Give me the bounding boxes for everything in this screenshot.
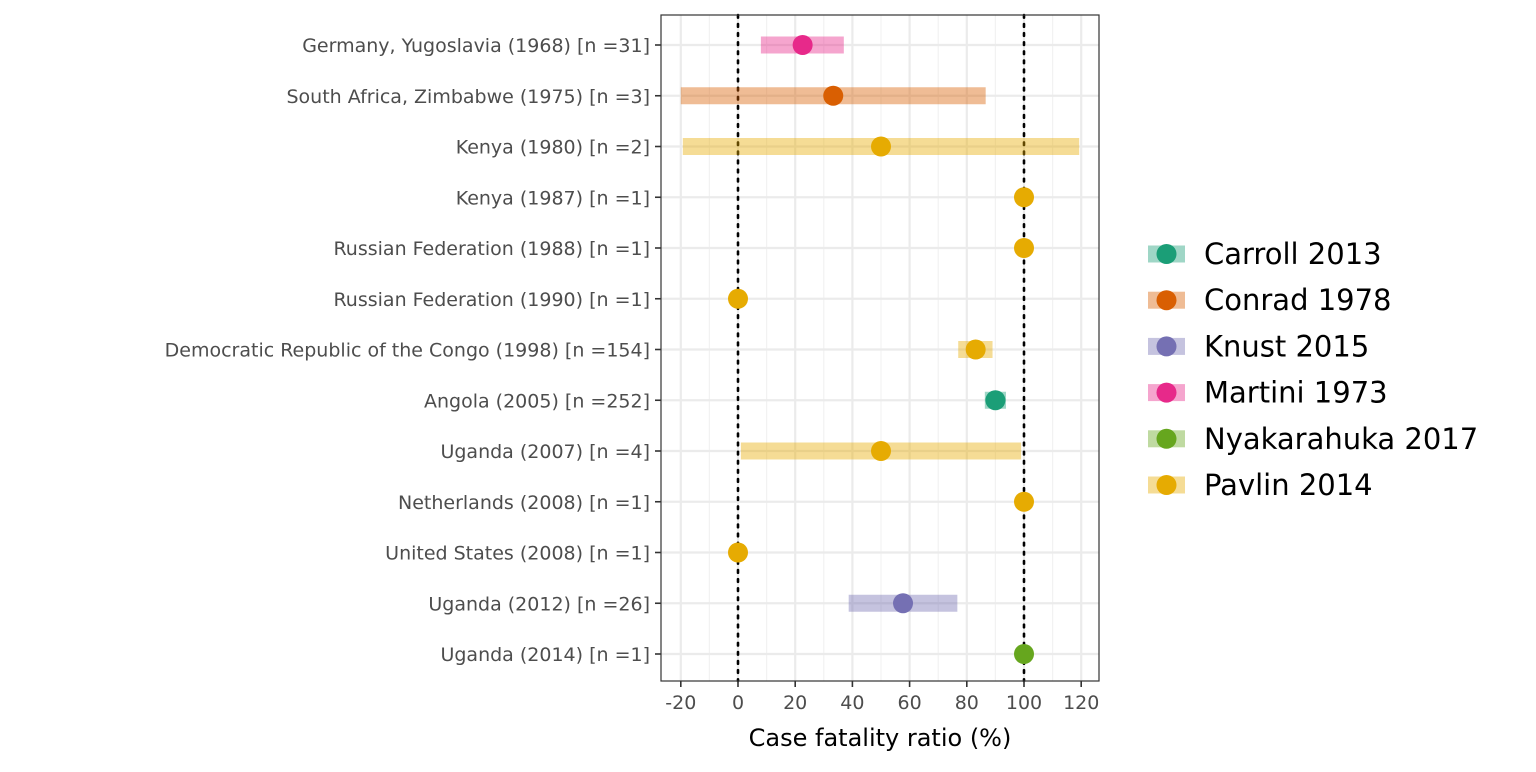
point-estimate xyxy=(792,35,813,55)
x-tick-label: 60 xyxy=(898,692,922,714)
legend-label: Martini 1973 xyxy=(1204,376,1388,410)
point-estimate xyxy=(893,593,914,614)
legend-key-point xyxy=(1156,336,1177,357)
legend-key-point xyxy=(1156,475,1177,495)
y-tick-label: Russian Federation (1990) [n =1] xyxy=(333,289,650,311)
legend-label: Carroll 2013 xyxy=(1204,237,1382,271)
legend-item: Conrad 1978 xyxy=(1148,283,1392,317)
legend-key-point xyxy=(1156,382,1177,403)
legend-item: Pavlin 2014 xyxy=(1148,468,1373,502)
legend-label: Conrad 1978 xyxy=(1204,283,1392,317)
x-tick-label: 80 xyxy=(955,692,979,714)
point-estimate xyxy=(823,85,844,106)
y-tick-label: Kenya (1980) [n =2] xyxy=(456,137,650,159)
legend-item: Knust 2015 xyxy=(1148,329,1369,363)
legend-key-point xyxy=(1156,428,1177,449)
y-tick-label: Russian Federation (1988) [n =1] xyxy=(333,238,650,260)
y-tick-label: United States (2008) [n =1] xyxy=(385,543,650,565)
legend-key-point xyxy=(1156,290,1177,311)
point-estimate xyxy=(1014,238,1034,258)
point-estimate xyxy=(728,288,748,309)
interval-bars xyxy=(680,36,1080,612)
x-axis-ticks: -20 0 20 40 60 80 100 120 xyxy=(665,681,1099,714)
y-tick-label: Kenya (1987) [n =1] xyxy=(456,187,650,209)
plot-panel-border xyxy=(660,14,1100,682)
legend-label: Nyakarahuka 2017 xyxy=(1204,422,1478,456)
point-estimate xyxy=(985,390,1006,411)
y-tick-label: Germany, Yugoslavia (1968) [n =31] xyxy=(302,35,650,57)
point-estimate xyxy=(1014,644,1034,664)
y-tick-label: South Africa, Zimbabwe (1975) [n =3] xyxy=(287,86,651,108)
x-tick-label: -20 xyxy=(665,692,696,714)
point-estimate xyxy=(1014,187,1034,208)
legend-label: Knust 2015 xyxy=(1204,329,1369,363)
y-tick-label: Uganda (2007) [n =4] xyxy=(440,441,650,463)
y-axis-ticks: Germany, Yugoslavia (1968) [n =31] South … xyxy=(165,35,661,666)
reference-lines xyxy=(736,13,1026,683)
grid-lines xyxy=(661,15,1099,681)
point-estimate xyxy=(1014,491,1034,512)
x-tick-label: 40 xyxy=(840,692,864,714)
legend-item: Martini 1973 xyxy=(1148,376,1388,410)
x-tick-label: 0 xyxy=(732,692,744,714)
legend-item: Nyakarahuka 2017 xyxy=(1148,422,1478,456)
y-tick-label: Democratic Republic of the Congo (1998) … xyxy=(165,340,650,362)
x-tick-label: 20 xyxy=(783,692,807,714)
y-tick-label: Uganda (2014) [n =1] xyxy=(440,644,650,666)
x-tick-label: 120 xyxy=(1063,692,1099,714)
legend-key-point xyxy=(1156,244,1177,264)
legend: Carroll 2013 Conrad 1978 Knust 2015 Martini… xyxy=(1148,237,1478,502)
point-estimate xyxy=(965,339,986,360)
legend-label: Pavlin 2014 xyxy=(1204,468,1373,502)
y-tick-label: Netherlands (2008) [n =1] xyxy=(398,492,650,514)
point-estimate xyxy=(871,136,891,157)
legend-item: Carroll 2013 xyxy=(1148,237,1382,271)
point-estimate xyxy=(728,542,748,563)
y-tick-label: Angola (2005) [n =252] xyxy=(424,390,650,412)
y-tick-label: Uganda (2012) [n =26] xyxy=(428,593,650,615)
point-estimates xyxy=(728,35,1034,664)
x-tick-label: 100 xyxy=(1006,692,1042,714)
point-estimate xyxy=(871,441,891,461)
x-axis-title: Case fatality ratio (%) xyxy=(749,724,1012,752)
